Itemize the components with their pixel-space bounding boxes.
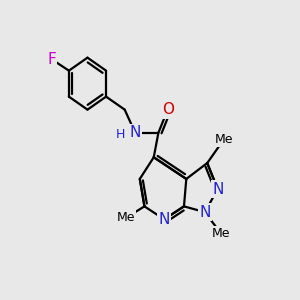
Text: Me: Me [117,212,135,224]
Text: Me: Me [212,227,230,240]
Text: Me: Me [214,134,233,146]
Text: F: F [47,52,56,67]
Text: N: N [158,212,170,227]
Text: N: N [199,205,211,220]
Text: N: N [130,125,141,140]
Text: O: O [162,102,174,117]
Text: N: N [212,182,224,196]
Text: H: H [115,128,125,141]
